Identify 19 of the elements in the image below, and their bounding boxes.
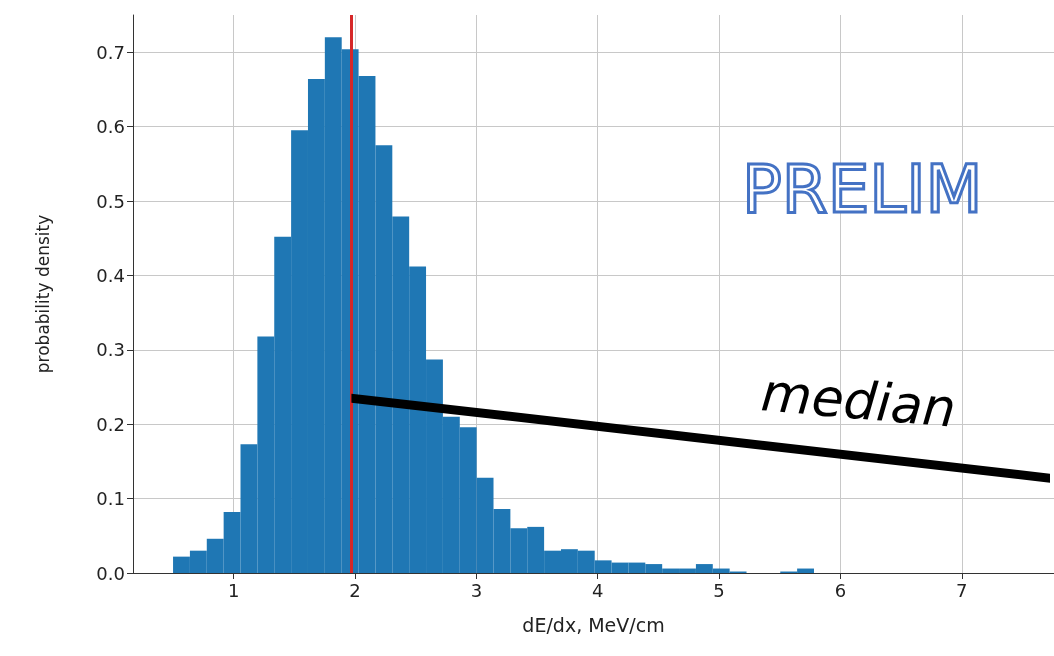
x-tick-label: 6 <box>834 579 847 601</box>
annotation: median <box>758 362 959 439</box>
y-tick-label: 0.0 <box>96 562 125 584</box>
y-tick-label: 0.5 <box>96 190 125 212</box>
annotation: PRELIM <box>742 151 983 228</box>
y-tick-label: 0.3 <box>96 339 125 361</box>
x-tick-label: 3 <box>470 579 483 601</box>
y-tick-label: 0.4 <box>96 264 125 286</box>
x-axis-title: dE/dx, MeV/cm <box>522 613 665 636</box>
x-tick-label: 1 <box>227 579 240 601</box>
y-tick-label: 0.7 <box>96 41 125 63</box>
x-tick-label: 4 <box>592 579 604 601</box>
y-axis-title: probability density <box>32 214 53 374</box>
y-tick-label: 0.6 <box>96 116 125 138</box>
y-tick-label: 0.1 <box>96 488 125 510</box>
x-tick-label: 7 <box>956 579 968 601</box>
x-tick-label: 2 <box>349 579 361 601</box>
x-tick-label: 5 <box>713 579 725 601</box>
y-tick-label: 0.2 <box>96 413 125 435</box>
